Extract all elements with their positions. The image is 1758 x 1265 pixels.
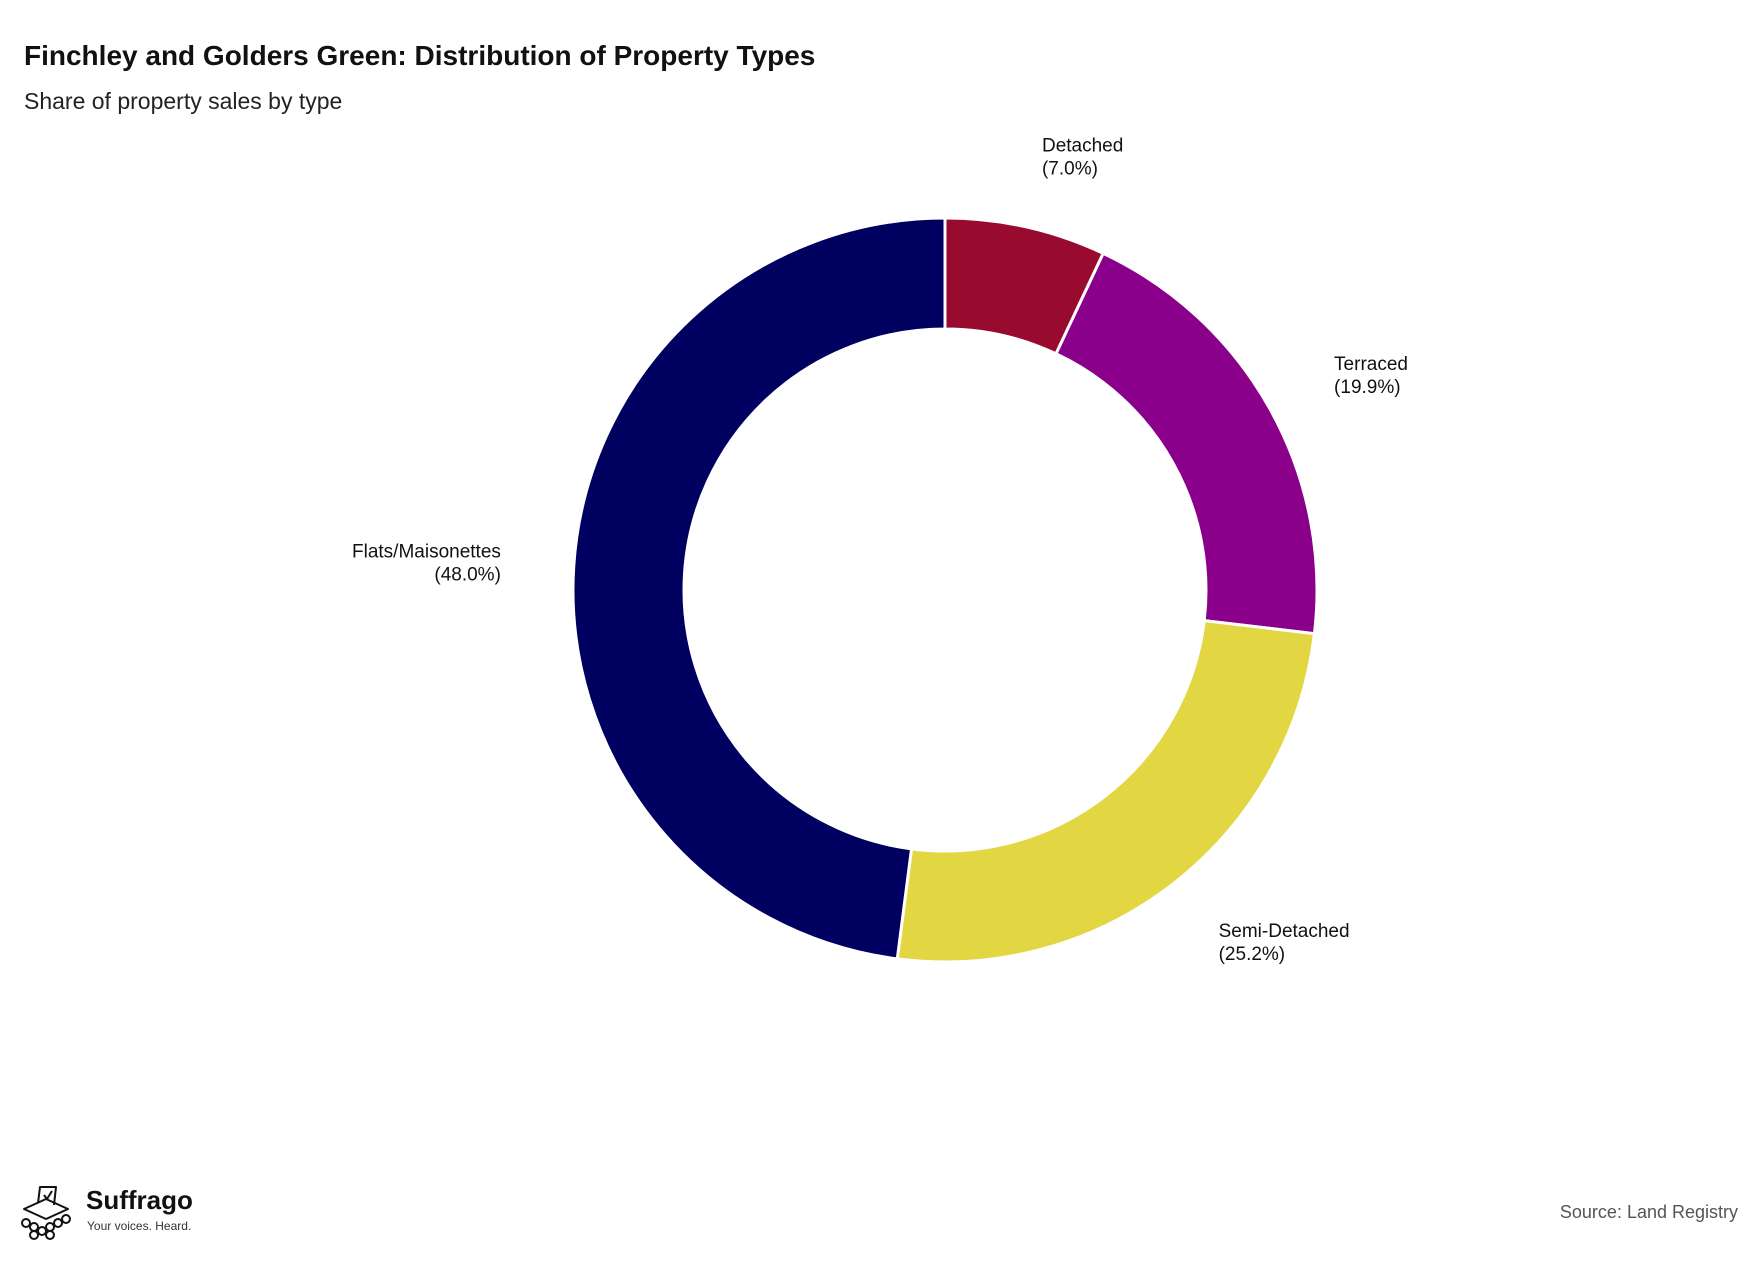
source-note: Source: Land Registry <box>1559 1202 1738 1222</box>
slice-label-detached: Detached (7.0%) <box>1042 136 1123 180</box>
brand-name: Suffrago <box>86 1185 193 1215</box>
slice-semi-detached <box>895 618 1317 964</box>
chart-title: Finchley and Golders Green: Distribution… <box>24 40 816 71</box>
slice-labels: Detached (7.0%) Terraced (19.9%) Semi-Detach… <box>352 136 1408 965</box>
slice-flats-maisonettes <box>571 216 947 961</box>
slice-label-terraced: Terraced (19.9%) <box>1334 354 1408 398</box>
brand-logo: Suffrago Your voices. Heard. <box>16 1183 206 1243</box>
brand-tagline: Your voices. Heard. <box>87 1219 192 1233</box>
donut-slices <box>571 216 1319 964</box>
slice-label-semi-detached: Semi-Detached (25.2%) <box>1219 921 1350 965</box>
slice-terraced <box>1054 251 1319 636</box>
slice-label-flats-maisonettes: Flats/Maisonettes (48.0%) <box>352 541 501 585</box>
chart-subtitle: Share of property sales by type <box>24 88 343 114</box>
ballot-box-icon <box>21 1186 71 1240</box>
